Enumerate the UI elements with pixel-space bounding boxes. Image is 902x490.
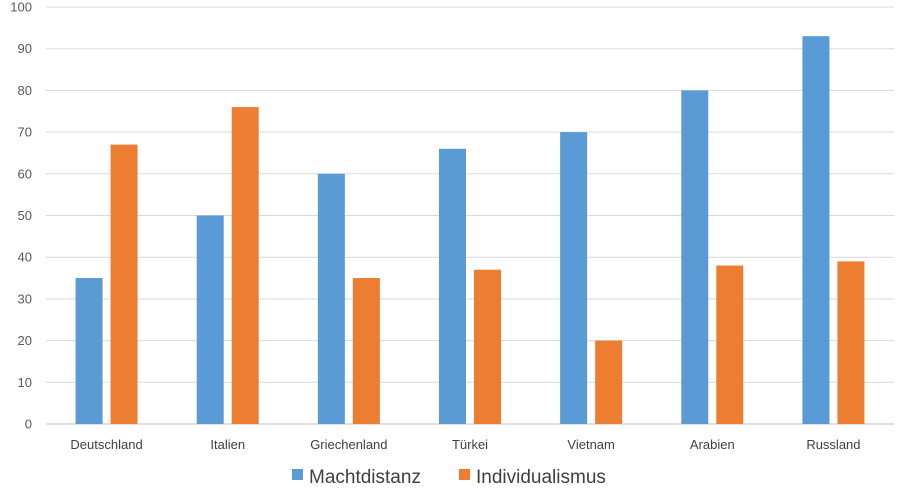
legend: Machtdistanz Individualismus: [292, 467, 606, 488]
y-axis-ticks: 0 10 20 30 40 50 60 70 80 90 100: [10, 0, 32, 432]
y-tick-label: 70: [18, 125, 32, 140]
x-tick-label: Türkei: [452, 437, 488, 452]
y-tick-label: 0: [25, 417, 32, 432]
y-tick-label: 60: [18, 166, 32, 181]
bar-individualismus-italien: [231, 107, 259, 424]
x-tick-label: Deutschland: [70, 437, 142, 452]
legend-label: Machtdistanz: [309, 467, 421, 488]
bar-machtdistanz-türkei: [439, 148, 466, 424]
legend-swatch: [459, 469, 470, 480]
x-tick-label: Vietnam: [567, 437, 614, 452]
bar-machtdistanz-vietnam: [560, 132, 588, 424]
bar-machtdistanz-deutschland: [75, 278, 103, 424]
bars: [75, 36, 865, 425]
bar-machtdistanz-griechenland: [317, 173, 345, 424]
y-tick-label: 20: [18, 333, 32, 348]
x-axis-ticks: Deutschland Italien Griechenland Türkei Viet…: [70, 437, 860, 452]
bar-machtdistanz-italien: [196, 215, 224, 424]
gridlines: [46, 6, 894, 425]
y-tick-label: 10: [18, 375, 32, 390]
x-tick-label: Griechenland: [310, 437, 387, 452]
bar-individualismus-deutschland: [110, 144, 138, 425]
bar-individualismus-griechenland: [352, 278, 380, 424]
x-tick-label: Italien: [210, 437, 245, 452]
legend-label: Individualismus: [476, 467, 606, 488]
y-tick-label: 100: [10, 0, 32, 15]
bar-individualismus-türkei: [474, 269, 501, 424]
y-tick-label: 50: [18, 208, 32, 223]
bar-individualismus-vietnam: [595, 340, 623, 424]
x-tick-label: Russland: [806, 437, 860, 452]
y-tick-label: 90: [18, 41, 32, 56]
y-tick-label: 30: [18, 291, 32, 306]
bar-individualismus-russland: [837, 261, 865, 424]
bar-machtdistanz-russland: [802, 36, 830, 424]
bar-individualismus-arabien: [716, 265, 744, 424]
y-tick-label: 40: [18, 250, 32, 265]
y-tick-label: 80: [18, 83, 32, 98]
x-tick-label: Arabien: [690, 437, 735, 452]
legend-swatch: [292, 469, 303, 480]
bar-machtdistanz-arabien: [681, 90, 709, 425]
